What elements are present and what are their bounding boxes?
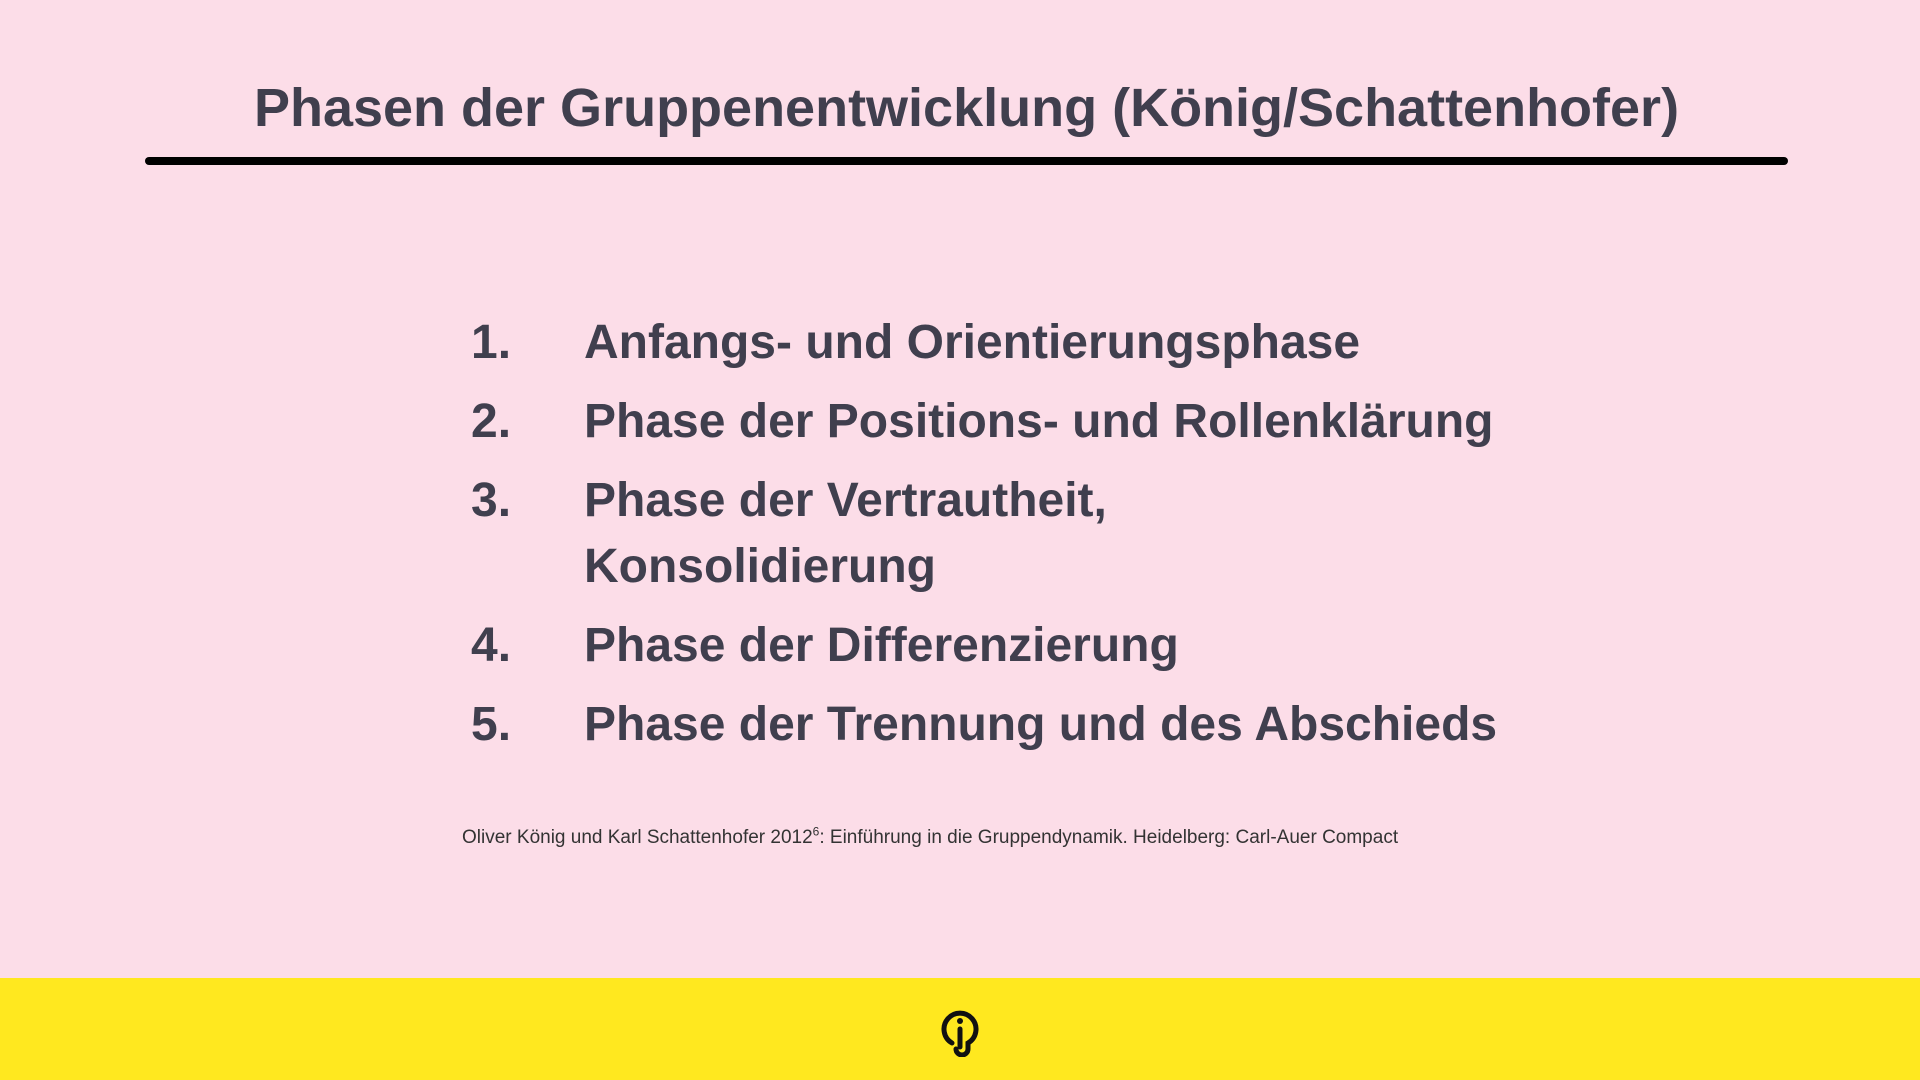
list-item: 2. Phase der Positions- und Rollenklärung <box>471 389 1884 455</box>
item-text: Phase der Vertrautheit, Konsolidierung <box>584 474 1107 593</box>
item-number: 3. <box>471 474 512 527</box>
citation: Oliver König und Karl Schattenhofer 2012… <box>462 826 1398 850</box>
citation-edition: 6 <box>812 824 820 839</box>
item-number: 2. <box>471 395 512 448</box>
item-number: 5. <box>471 698 512 751</box>
item-number: 4. <box>471 619 512 672</box>
title-underline <box>145 157 1788 165</box>
slide-title: Phasen der Gruppenentwicklung (König/Sch… <box>253 78 1680 138</box>
item-text: Anfangs- und Orientierungsphase <box>584 316 1361 369</box>
item-text: Phase der Differenzierung <box>584 619 1179 672</box>
citation-authors: Oliver König und Karl Schattenhofer 2012 <box>462 827 813 848</box>
list-item: 1. Anfangs- und Orientierungsphase <box>471 310 1884 376</box>
citation-title: : Einführung in die Gruppendynamik. Heid… <box>819 827 1399 848</box>
list-item: 4. Phase der Differenzierung <box>471 613 1884 679</box>
list-item: 5. Phase der Trennung und des Abschieds <box>471 692 1884 758</box>
item-number: 1. <box>471 316 512 369</box>
lightbulb-i-logo-icon <box>941 1010 979 1057</box>
item-text: Phase der Positions- und Rollenklärung <box>584 395 1494 448</box>
item-text: Phase der Trennung und des Abschieds <box>584 698 1498 751</box>
list-item: 3. Phase der Vertrautheit, Konsolidierung <box>471 468 1884 600</box>
phase-list: 1. Anfangs- und Orientierungsphase 2. Phas… <box>471 310 1884 771</box>
